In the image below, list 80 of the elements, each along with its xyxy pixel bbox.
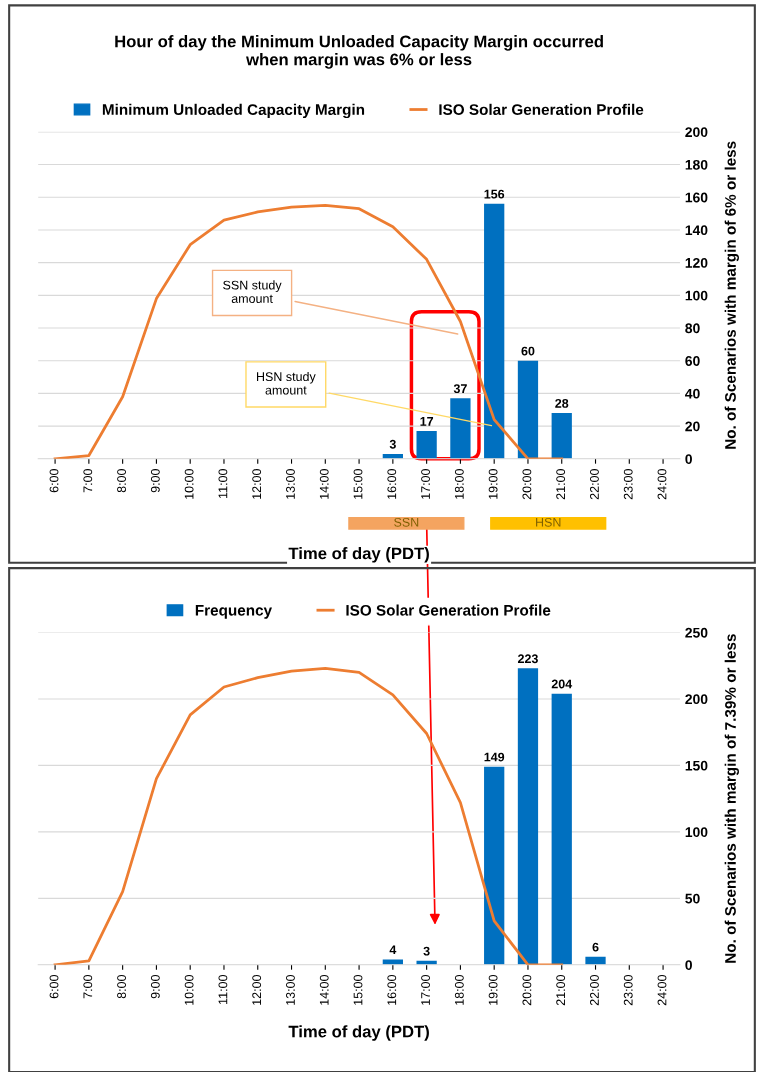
- x-tick-label: 15:00: [353, 975, 363, 1005]
- legend-label: Frequency: [195, 605, 272, 619]
- data-label: 4: [389, 945, 397, 955]
- x-tick-label: 14:00: [319, 469, 329, 499]
- y-tick-label: 60: [685, 356, 700, 366]
- x-tick-label: 9:00: [150, 975, 160, 999]
- x-tick-label: 16:00: [387, 469, 397, 499]
- x-tick-label: 23:00: [623, 469, 633, 500]
- x-tick-label: 11:00: [218, 975, 228, 1004]
- x-tick-label: 13:00: [286, 469, 295, 499]
- y-axis-title: No. of Scenarios with margin of 7.39% or less: [724, 634, 739, 963]
- x-tick-label: 24:00: [657, 469, 667, 500]
- y-tick-label: 80: [685, 323, 700, 334]
- x-tick-label: 12:00: [252, 469, 262, 499]
- y-axis-title: No. of Scenarios with margin of 6% or less: [724, 141, 739, 449]
- data-label: 204: [551, 679, 573, 689]
- x-tick-label: 8:00: [117, 975, 126, 999]
- y-tick-label: 180: [685, 159, 708, 170]
- annotation: HSN study amount: [257, 371, 316, 395]
- chart-title: Hour of day the Minimum Unloaded Capacity Margin occurred when margin was 6% or less: [115, 35, 603, 69]
- x-tick-label: 18:00: [454, 469, 464, 499]
- annotation: SSN study amount: [223, 280, 282, 303]
- x-tick-label: 22:00: [590, 469, 599, 500]
- x-tick-label: 19:00: [488, 469, 498, 499]
- x-tick-label: 20:00: [522, 469, 532, 500]
- x-tick-label: 21:00: [556, 469, 566, 500]
- x-tick-label: 6:00: [49, 469, 59, 493]
- x-axis-title: Time of day (PDT): [288, 547, 429, 563]
- y-tick-label: 40: [685, 388, 700, 399]
- data-label: 60: [521, 346, 535, 356]
- x-tick-label: 24:00: [657, 975, 667, 1006]
- x-tick-label: 10:00: [184, 469, 194, 499]
- x-tick-label: 23:00: [623, 975, 633, 1006]
- legend-label: ISO Solar Generation Profile: [346, 604, 551, 616]
- text: SSN: [394, 517, 419, 527]
- x-tick-label: 14:00: [319, 975, 329, 1005]
- x-tick-label: 10:00: [184, 975, 194, 1005]
- data-label: 37: [453, 384, 467, 394]
- x-tick-label: 13:00: [286, 975, 295, 1005]
- legend-label: Minimum Unloaded Capacity Margin: [102, 103, 365, 119]
- data-label: 223: [517, 654, 538, 664]
- y-tick-label: 200: [685, 694, 708, 705]
- data-label: 28: [555, 398, 569, 408]
- y-tick-label: 0: [685, 960, 692, 970]
- y-tick-label: 250: [685, 627, 708, 638]
- y-tick-label: 120: [685, 257, 708, 268]
- x-tick-label: 6:00: [49, 975, 59, 999]
- data-label: 3: [389, 439, 396, 449]
- x-tick-label: 7:00: [83, 975, 93, 999]
- data-label: 3: [423, 946, 430, 956]
- x-tick-label: 11:00: [218, 469, 228, 498]
- data-label: 6: [592, 942, 599, 952]
- y-tick-label: 100: [685, 290, 708, 301]
- x-tick-label: 22:00: [590, 975, 599, 1006]
- x-tick-label: 20:00: [522, 975, 532, 1006]
- data-label: 17: [420, 417, 434, 426]
- x-tick-label: 19:00: [488, 975, 498, 1005]
- x-tick-label: 9:00: [150, 469, 160, 493]
- legend-label: ISO Solar Generation Profile: [439, 103, 644, 116]
- x-tick-label: 15:00: [353, 469, 363, 499]
- x-tick-label: 21:00: [556, 975, 566, 1006]
- data-label: 149: [484, 752, 505, 762]
- x-tick-label: 16:00: [387, 975, 397, 1005]
- x-tick-label: 8:00: [117, 469, 126, 493]
- y-tick-label: 50: [685, 893, 700, 904]
- data-label: 156: [484, 189, 505, 199]
- x-tick-label: 18:00: [454, 975, 464, 1005]
- x-tick-label: 7:00: [83, 469, 93, 493]
- y-tick-label: 100: [685, 827, 708, 838]
- y-tick-label: 20: [685, 421, 700, 432]
- y-tick-label: 160: [685, 192, 708, 203]
- x-tick-label: 17:00: [421, 975, 430, 1005]
- x-axis-title: Time of day (PDT): [288, 1025, 429, 1041]
- y-tick-label: 150: [685, 760, 708, 771]
- text: HSN: [536, 517, 561, 527]
- y-tick-label: 200: [685, 127, 708, 138]
- y-tick-label: 140: [685, 225, 708, 236]
- y-tick-label: 0: [685, 454, 692, 464]
- x-tick-label: 17:00: [421, 469, 430, 499]
- x-tick-label: 12:00: [252, 975, 262, 1005]
